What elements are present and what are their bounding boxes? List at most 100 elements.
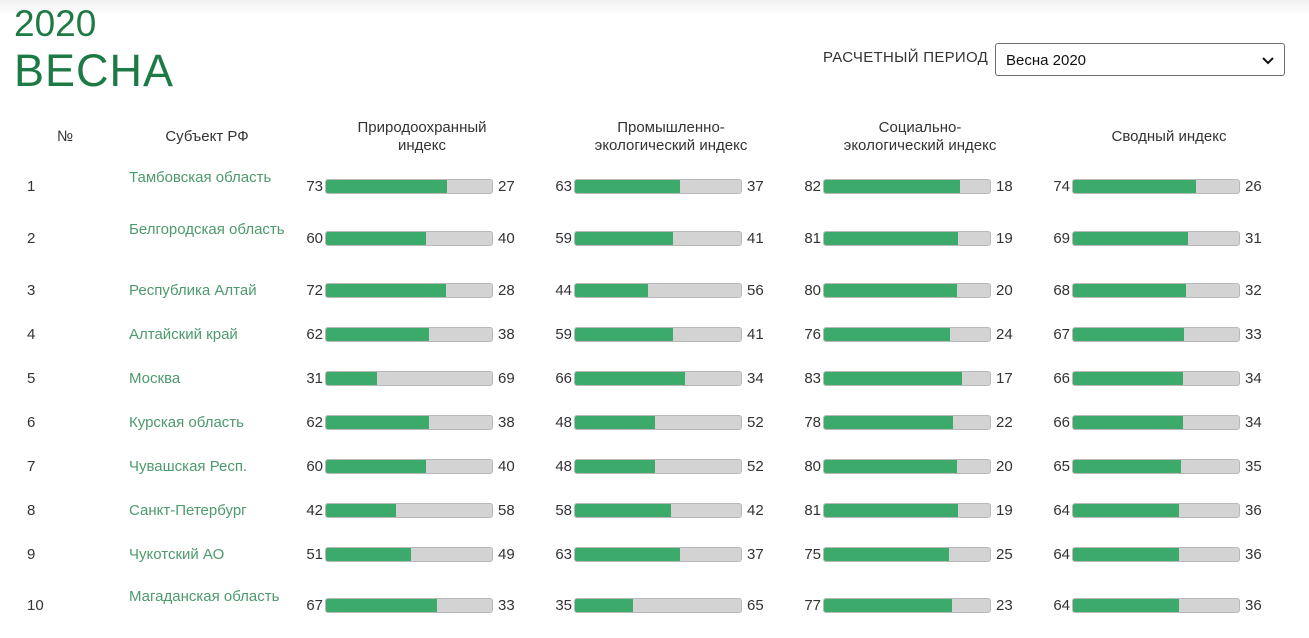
index-bar-fill [1073, 328, 1185, 341]
index-cell: 62 38 [303, 401, 533, 445]
row-rank: 8 [27, 502, 36, 519]
region-link[interactable]: Москва [129, 370, 181, 387]
index-cell: 67 33 [1050, 313, 1280, 357]
region-link[interactable]: Чукотский АО [129, 546, 225, 563]
index-bar [325, 547, 493, 562]
index-bar [1072, 179, 1240, 194]
index-bar [1072, 231, 1240, 246]
index-cell: 74 26 [1050, 165, 1280, 209]
index-value: 80 [804, 458, 821, 475]
index-bar [1072, 283, 1240, 298]
index-value: 83 [804, 370, 821, 387]
index-bar [823, 371, 991, 386]
index-bar-fill [326, 328, 429, 341]
index-remainder: 34 [1245, 370, 1262, 387]
region-link[interactable]: Чувашская Респ. [129, 458, 248, 475]
col-header-social-index-line1: Социально- [878, 119, 962, 136]
index-bar-fill [326, 284, 446, 297]
index-cell: 67 33 [303, 584, 533, 628]
row-rank: 2 [27, 230, 36, 247]
index-value: 62 [306, 326, 323, 343]
table-row: 5 Москва 31 69 66 34 83 17 66 34 [0, 357, 1309, 401]
row-rank: 10 [27, 597, 44, 614]
index-bar-fill [575, 372, 685, 385]
row-rank: 6 [27, 414, 36, 431]
table-row: 9 Чукотский АО 51 49 63 37 75 25 64 36 [0, 533, 1309, 577]
index-bar-fill [1073, 460, 1181, 473]
region-link[interactable]: Тамбовская область [129, 169, 272, 186]
index-value: 66 [1053, 370, 1070, 387]
index-bar [1072, 327, 1240, 342]
index-cell: 44 56 [552, 269, 782, 313]
index-value: 59 [555, 326, 572, 343]
index-bar-fill [1073, 284, 1186, 297]
index-value: 69 [1053, 230, 1070, 247]
index-cell: 81 19 [801, 217, 1031, 261]
period-select[interactable]: Весна 2020 [995, 43, 1285, 76]
index-value: 51 [306, 546, 323, 563]
index-bar-fill [1073, 504, 1180, 517]
index-remainder: 52 [747, 458, 764, 475]
index-remainder: 36 [1245, 546, 1262, 563]
index-bar-fill [575, 232, 673, 245]
index-value: 60 [306, 230, 323, 247]
index-value: 63 [555, 546, 572, 563]
index-value: 78 [804, 414, 821, 431]
index-bar [574, 179, 742, 194]
row-rank: 4 [27, 326, 36, 343]
index-bar [823, 598, 991, 613]
index-value: 67 [306, 597, 323, 614]
region-link[interactable]: Курская область [129, 414, 244, 431]
index-bar [823, 415, 991, 430]
index-remainder: 24 [996, 326, 1013, 343]
index-remainder: 20 [996, 282, 1013, 299]
index-cell: 63 37 [552, 533, 782, 577]
col-header-num: № [56, 128, 74, 145]
col-header-industrial-index-line1: Промышленно- [617, 119, 725, 136]
index-bar-fill [575, 416, 655, 429]
index-value: 82 [804, 178, 821, 195]
region-link[interactable]: Санкт-Петербург [129, 502, 247, 519]
index-bar-fill [824, 460, 957, 473]
index-value: 68 [1053, 282, 1070, 299]
index-value: 42 [306, 502, 323, 519]
region-link[interactable]: Белгородская область [129, 221, 285, 238]
region-link[interactable]: Республика Алтай [129, 282, 257, 299]
index-cell: 64 36 [1050, 533, 1280, 577]
index-value: 73 [306, 178, 323, 195]
index-value: 72 [306, 282, 323, 299]
col-header-industrial-index: Промышленно- экологический индекс [566, 119, 776, 155]
index-bar [325, 231, 493, 246]
index-cell: 66 34 [1050, 357, 1280, 401]
index-remainder: 41 [747, 230, 764, 247]
index-value: 66 [1053, 414, 1070, 431]
index-cell: 77 23 [801, 584, 1031, 628]
index-remainder: 22 [996, 414, 1013, 431]
index-value: 74 [1053, 178, 1070, 195]
row-rank: 7 [27, 458, 36, 475]
index-remainder: 32 [1245, 282, 1262, 299]
index-remainder: 26 [1245, 178, 1262, 195]
col-header-social-index-line2: экологический индекс [843, 137, 997, 154]
index-bar-fill [575, 548, 680, 561]
region-link[interactable]: Алтайский край [129, 326, 238, 343]
index-cell: 72 28 [303, 269, 533, 313]
index-bar [823, 503, 991, 518]
region-link[interactable]: Магаданская область [129, 588, 280, 605]
index-bar-fill [575, 504, 672, 517]
col-header-subject: Субъект РФ [165, 128, 249, 145]
index-bar [325, 598, 493, 613]
index-cell: 48 52 [552, 445, 782, 489]
index-cell: 63 37 [552, 165, 782, 209]
index-cell: 75 25 [801, 533, 1031, 577]
index-remainder: 56 [747, 282, 764, 299]
index-bar [1072, 503, 1240, 518]
index-bar-fill [824, 232, 959, 245]
index-bar [574, 547, 742, 562]
index-bar-fill [1073, 416, 1183, 429]
index-remainder: 20 [996, 458, 1013, 475]
index-cell: 31 69 [303, 357, 533, 401]
index-bar [325, 283, 493, 298]
index-value: 76 [804, 326, 821, 343]
index-remainder: 42 [747, 502, 764, 519]
